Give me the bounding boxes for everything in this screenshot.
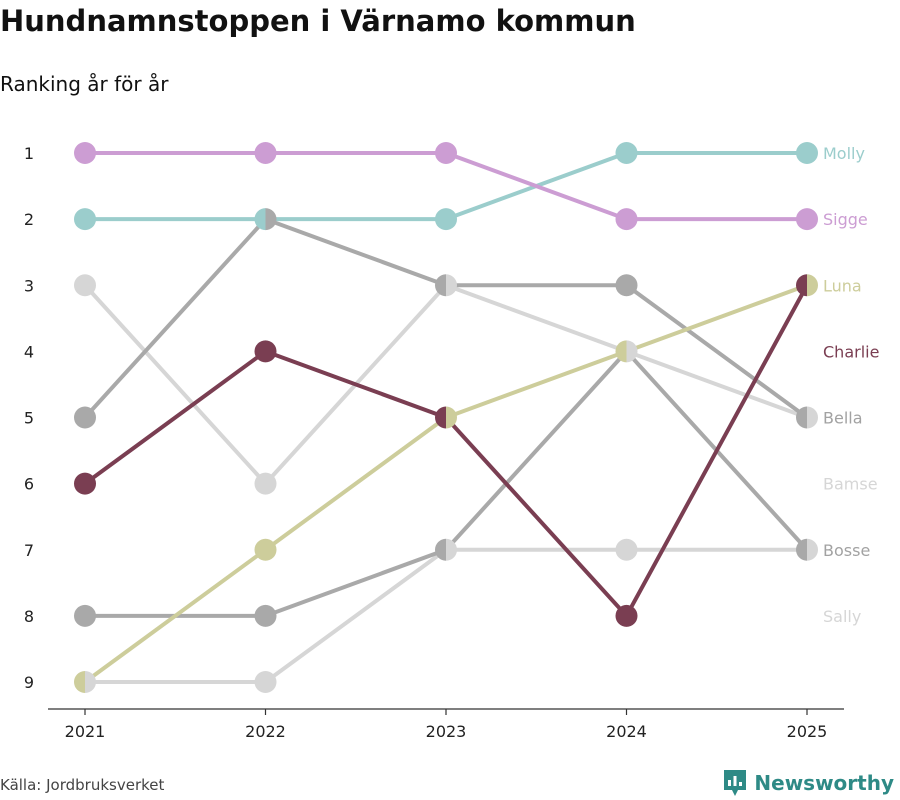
point-charlie (435, 406, 446, 429)
newsworthy-icon (724, 770, 747, 796)
y-tick-label: 1 (24, 144, 34, 163)
end-label-molly: Molly (823, 144, 865, 163)
point-bella (615, 274, 638, 297)
point-bosse (796, 538, 807, 561)
end-label-bosse: Bosse (823, 541, 870, 560)
y-tick-label: 7 (24, 541, 34, 560)
newsworthy-logo: Newsworthy (722, 768, 894, 798)
x-tick-label: 2023 (426, 722, 467, 741)
end-label-charlie: Charlie (823, 342, 879, 361)
x-tick-label: 2022 (245, 722, 286, 741)
point-luna (446, 406, 457, 429)
end-label-sally: Sally (823, 607, 861, 626)
point-bella (265, 208, 277, 231)
point-luna (807, 274, 819, 297)
point-luna (74, 671, 85, 693)
chart-subtitle: Ranking år för år (0, 72, 169, 96)
point-sigge (254, 142, 277, 164)
point-charlie (796, 274, 807, 297)
point-bamse (254, 472, 277, 495)
point-sally (615, 538, 638, 561)
point-bella (796, 406, 807, 429)
point-bamse (626, 340, 638, 363)
point-molly (796, 142, 818, 164)
y-tick-label: 5 (24, 409, 34, 428)
point-sally (446, 538, 457, 561)
x-tick-label: 2024 (606, 722, 647, 741)
point-charlie (254, 340, 277, 363)
series-line-bamse (83, 283, 809, 486)
y-tick-label: 6 (24, 475, 34, 494)
end-label-bella: Bella (823, 409, 863, 428)
y-tick-label: 8 (24, 607, 34, 626)
point-luna (615, 340, 627, 363)
point-sally (254, 671, 277, 693)
y-tick-label: 2 (24, 210, 34, 229)
point-sigge (615, 208, 638, 231)
point-molly (435, 208, 457, 231)
y-tick-label: 4 (24, 342, 34, 361)
series-line-bella (83, 217, 809, 420)
x-tick-label: 2021 (65, 722, 106, 741)
chart-title: Hundnamnstoppen i Värnamo kommun (0, 4, 636, 38)
point-bosse (254, 604, 277, 627)
source-note: Källa: Jordbruksverket (0, 776, 165, 794)
point-bamse (807, 406, 819, 429)
point-molly (615, 142, 638, 164)
point-sigge (74, 142, 96, 164)
point-bella (435, 274, 446, 297)
x-tick-label: 2025 (787, 722, 828, 741)
end-label-bamse: Bamse (823, 475, 878, 494)
point-bosse (74, 604, 96, 627)
point-sally (807, 538, 819, 561)
point-bamse (74, 274, 96, 297)
point-charlie (615, 604, 638, 627)
end-label-luna: Luna (823, 276, 862, 295)
point-bosse (435, 538, 446, 561)
point-molly (254, 208, 266, 231)
point-sigge (796, 208, 818, 231)
point-bamse (446, 274, 457, 297)
series-line-charlie (83, 283, 809, 618)
point-luna (254, 538, 277, 561)
point-bella (74, 406, 96, 429)
brand-name: Newsworthy (754, 771, 894, 795)
end-label-sigge: Sigge (823, 210, 868, 229)
point-sigge (435, 142, 457, 164)
point-molly (74, 208, 96, 231)
point-sally (85, 671, 96, 693)
y-tick-label: 3 (24, 276, 34, 295)
y-tick-label: 9 (24, 673, 34, 692)
point-charlie (74, 472, 96, 495)
